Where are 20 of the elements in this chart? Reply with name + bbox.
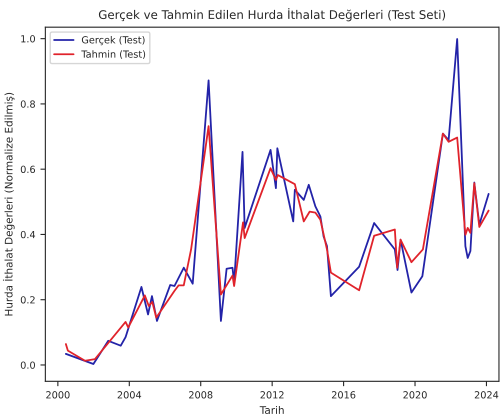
x-tick-label: 2008 xyxy=(189,391,212,399)
chart-title: Gerçek ve Tahmin Edilen Hurda İthalat Değerleri (Test Seti) xyxy=(98,8,446,22)
y-tick-label: 0.4 xyxy=(20,230,36,238)
y-axis-title: Hurda İthalat Değerleri (Normalize Edilmiş) xyxy=(2,92,15,316)
legend-label: Tahmin (Test) xyxy=(81,50,146,59)
line-series xyxy=(64,125,490,362)
x-tick-label: 2000 xyxy=(46,391,70,399)
y-tick-label: 0.0 xyxy=(20,361,35,369)
x-axis-title: Tarih xyxy=(260,406,284,414)
x-tick-label: 2020 xyxy=(403,391,427,399)
x-tick-label: 2004 xyxy=(118,391,142,399)
y-tick-label: 0.8 xyxy=(20,100,35,108)
y-tick-label: 0.2 xyxy=(20,296,35,304)
y-tick-label: 1.0 xyxy=(21,35,35,42)
line-series xyxy=(64,38,490,365)
x-tick-label: 2024 xyxy=(474,391,498,399)
x-tick-label: 2012 xyxy=(260,391,284,399)
legend-label: Gerçek (Test) xyxy=(82,36,145,46)
x-tick-label: 2016 xyxy=(332,391,356,399)
y-tick-label: 0.6 xyxy=(20,166,36,174)
